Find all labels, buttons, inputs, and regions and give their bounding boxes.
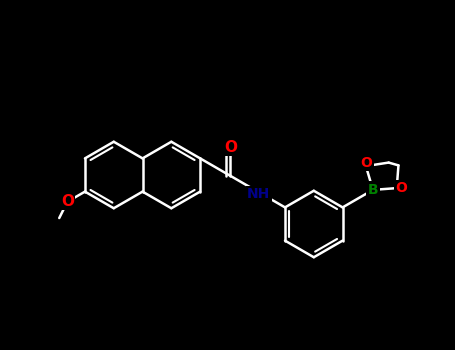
Text: O: O: [61, 194, 74, 209]
Text: O: O: [395, 181, 407, 195]
Text: O: O: [224, 140, 237, 155]
Text: O: O: [361, 155, 373, 170]
Text: B: B: [368, 183, 378, 197]
Text: NH: NH: [247, 188, 270, 202]
